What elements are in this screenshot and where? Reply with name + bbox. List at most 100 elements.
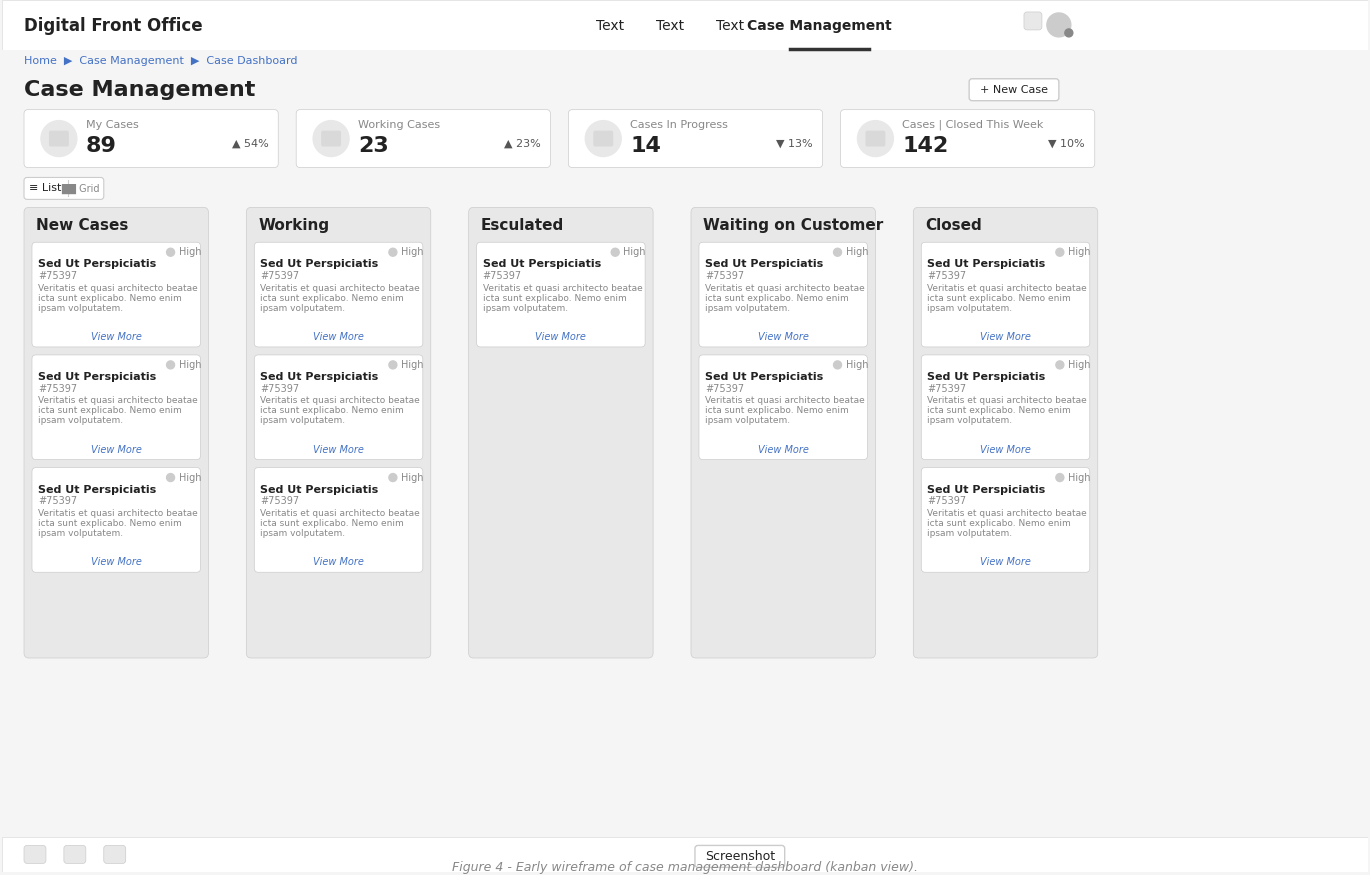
Text: 142: 142 xyxy=(903,136,948,156)
Text: High: High xyxy=(1067,248,1091,257)
FancyBboxPatch shape xyxy=(690,207,875,658)
Text: icta sunt explicabo. Nemo enim: icta sunt explicabo. Nemo enim xyxy=(706,294,848,303)
Text: Sed Ut Perspiciatis: Sed Ut Perspiciatis xyxy=(38,372,156,382)
Text: Text: Text xyxy=(715,19,744,33)
Text: High: High xyxy=(178,360,201,370)
Circle shape xyxy=(611,248,619,256)
Text: 14: 14 xyxy=(630,136,662,156)
FancyBboxPatch shape xyxy=(866,130,885,146)
Text: Veritatis et quasi architecto beatae: Veritatis et quasi architecto beatae xyxy=(706,396,864,405)
Circle shape xyxy=(41,121,77,157)
Text: View More: View More xyxy=(536,332,586,342)
FancyBboxPatch shape xyxy=(699,355,867,459)
Circle shape xyxy=(1047,13,1071,37)
Text: Digital Front Office: Digital Front Office xyxy=(25,17,203,35)
FancyBboxPatch shape xyxy=(914,207,1097,658)
Text: Case Management: Case Management xyxy=(747,19,892,33)
Text: View More: View More xyxy=(314,557,364,567)
Text: Veritatis et quasi architecto beatae: Veritatis et quasi architecto beatae xyxy=(260,284,421,292)
FancyBboxPatch shape xyxy=(25,178,104,200)
Text: Closed: Closed xyxy=(925,218,982,233)
Text: Screenshot: Screenshot xyxy=(704,850,775,863)
Text: Veritatis et quasi architecto beatae: Veritatis et quasi architecto beatae xyxy=(260,509,421,518)
Text: Sed Ut Perspiciatis: Sed Ut Perspiciatis xyxy=(260,372,378,382)
Text: ▲ 54%: ▲ 54% xyxy=(232,138,269,149)
Circle shape xyxy=(1056,248,1064,256)
Text: High: High xyxy=(401,248,423,257)
Text: ipsam volputatem.: ipsam volputatem. xyxy=(706,416,790,425)
Text: View More: View More xyxy=(314,332,364,342)
Circle shape xyxy=(167,248,174,256)
Text: ipsam volputatem.: ipsam volputatem. xyxy=(38,528,123,538)
FancyBboxPatch shape xyxy=(49,130,68,146)
Text: #75397: #75397 xyxy=(482,271,522,281)
Text: #75397: #75397 xyxy=(706,384,744,394)
Text: #75397: #75397 xyxy=(38,496,77,507)
Text: Working Cases: Working Cases xyxy=(358,120,440,130)
Bar xyxy=(3,837,1367,872)
Text: Veritatis et quasi architecto beatae: Veritatis et quasi architecto beatae xyxy=(38,509,197,518)
Text: Sed Ut Perspiciatis: Sed Ut Perspiciatis xyxy=(706,372,823,382)
Text: Sed Ut Perspiciatis: Sed Ut Perspiciatis xyxy=(260,259,378,270)
Text: View More: View More xyxy=(758,332,808,342)
Text: ipsam volputatem.: ipsam volputatem. xyxy=(927,528,1012,538)
Text: Veritatis et quasi architecto beatae: Veritatis et quasi architecto beatae xyxy=(927,509,1086,518)
Text: icta sunt explicabo. Nemo enim: icta sunt explicabo. Nemo enim xyxy=(38,294,182,303)
Text: My Cases: My Cases xyxy=(86,120,138,130)
Text: High: High xyxy=(401,360,423,370)
Text: View More: View More xyxy=(90,557,141,567)
FancyBboxPatch shape xyxy=(969,79,1059,101)
Text: ██ Grid: ██ Grid xyxy=(62,184,100,193)
Text: icta sunt explicabo. Nemo enim: icta sunt explicabo. Nemo enim xyxy=(260,406,404,416)
Bar xyxy=(3,0,1367,50)
Text: •: • xyxy=(1022,14,1036,38)
Text: View More: View More xyxy=(980,444,1032,455)
FancyBboxPatch shape xyxy=(921,467,1089,572)
Text: Text: Text xyxy=(596,19,625,33)
Circle shape xyxy=(833,248,841,256)
Text: Case Management: Case Management xyxy=(25,80,255,100)
Text: ipsam volputatem.: ipsam volputatem. xyxy=(706,304,790,312)
Text: Veritatis et quasi architecto beatae: Veritatis et quasi architecto beatae xyxy=(927,396,1086,405)
Text: icta sunt explicabo. Nemo enim: icta sunt explicabo. Nemo enim xyxy=(927,406,1071,416)
Text: Sed Ut Perspiciatis: Sed Ut Perspiciatis xyxy=(38,259,156,270)
FancyBboxPatch shape xyxy=(25,207,208,658)
Text: View More: View More xyxy=(980,557,1032,567)
Text: ▼ 13%: ▼ 13% xyxy=(775,138,812,149)
Text: #75397: #75397 xyxy=(927,384,966,394)
Text: Waiting on Customer: Waiting on Customer xyxy=(703,218,884,233)
Text: View More: View More xyxy=(980,332,1032,342)
Bar xyxy=(3,50,1367,72)
Text: Veritatis et quasi architecto beatae: Veritatis et quasi architecto beatae xyxy=(927,284,1086,292)
Text: Veritatis et quasi architecto beatae: Veritatis et quasi architecto beatae xyxy=(482,284,643,292)
Text: High: High xyxy=(1067,473,1091,482)
Text: Veritatis et quasi architecto beatae: Veritatis et quasi architecto beatae xyxy=(706,284,864,292)
Text: #75397: #75397 xyxy=(927,271,966,281)
Text: Home  ▶  Case Management  ▶  Case Dashboard: Home ▶ Case Management ▶ Case Dashboard xyxy=(25,56,297,66)
Text: icta sunt explicabo. Nemo enim: icta sunt explicabo. Nemo enim xyxy=(482,294,626,303)
Text: Working: Working xyxy=(259,218,329,233)
FancyBboxPatch shape xyxy=(921,242,1089,347)
Text: Sed Ut Perspiciatis: Sed Ut Perspiciatis xyxy=(38,485,156,494)
FancyBboxPatch shape xyxy=(321,130,341,146)
Text: Sed Ut Perspiciatis: Sed Ut Perspiciatis xyxy=(927,485,1045,494)
Circle shape xyxy=(1064,29,1073,37)
Circle shape xyxy=(389,248,397,256)
Text: icta sunt explicabo. Nemo enim: icta sunt explicabo. Nemo enim xyxy=(260,519,404,528)
Text: icta sunt explicabo. Nemo enim: icta sunt explicabo. Nemo enim xyxy=(38,406,182,416)
Text: Text: Text xyxy=(656,19,684,33)
Circle shape xyxy=(585,121,621,157)
Text: icta sunt explicabo. Nemo enim: icta sunt explicabo. Nemo enim xyxy=(927,519,1071,528)
Text: ▼ 10%: ▼ 10% xyxy=(1048,138,1085,149)
Text: Veritatis et quasi architecto beatae: Veritatis et quasi architecto beatae xyxy=(38,396,197,405)
FancyBboxPatch shape xyxy=(699,242,867,347)
Text: + New Case: + New Case xyxy=(980,85,1048,94)
FancyBboxPatch shape xyxy=(841,109,1095,167)
FancyBboxPatch shape xyxy=(921,355,1089,459)
Text: New Cases: New Cases xyxy=(36,218,129,233)
Text: #75397: #75397 xyxy=(38,271,77,281)
Text: ipsam volputatem.: ipsam volputatem. xyxy=(260,528,345,538)
Text: Esculated: Esculated xyxy=(481,218,564,233)
Text: ≡ List: ≡ List xyxy=(29,184,62,193)
FancyBboxPatch shape xyxy=(255,355,423,459)
